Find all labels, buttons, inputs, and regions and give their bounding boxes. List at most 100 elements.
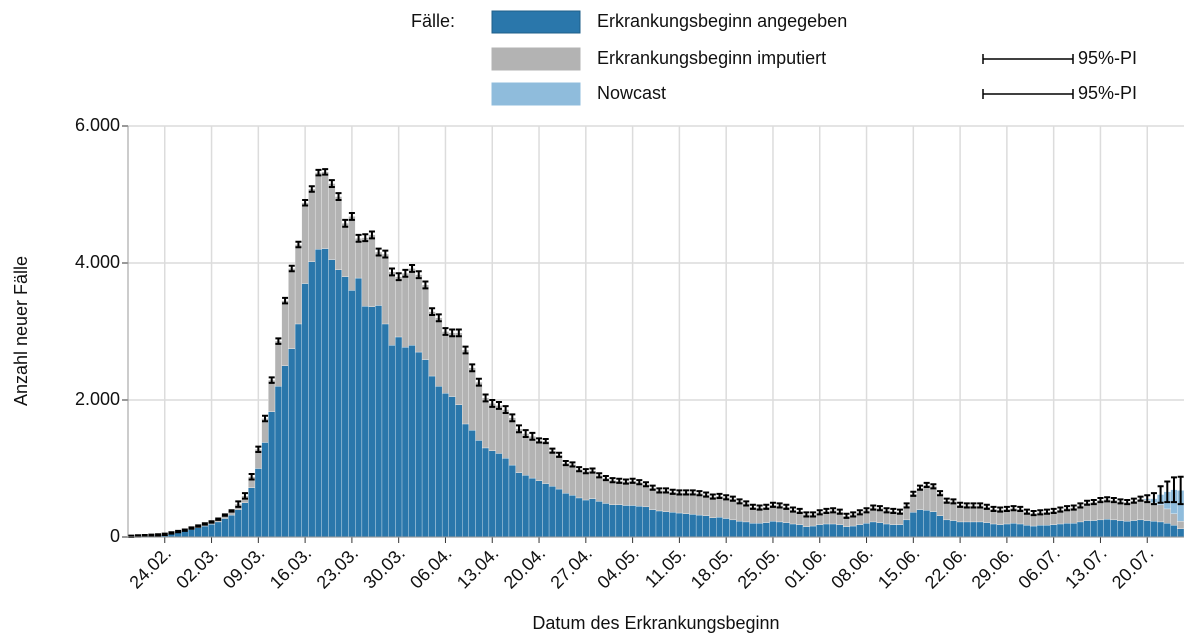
error-bar (489, 399, 496, 408)
error-bar (475, 377, 482, 387)
bar (468, 367, 476, 431)
error-bar (950, 498, 957, 505)
bar (381, 253, 389, 325)
error-bar (576, 466, 583, 473)
bar (488, 450, 496, 538)
bar (1043, 525, 1051, 538)
error-bar (1043, 508, 1050, 515)
error-bar (1050, 507, 1057, 515)
error-bar (409, 264, 416, 273)
bar (462, 349, 470, 425)
bar (976, 521, 984, 538)
error-bar (262, 414, 269, 423)
error-bar (181, 528, 188, 532)
bar (682, 492, 690, 514)
bar (455, 404, 463, 538)
error-bar (983, 503, 990, 510)
error-bar (295, 240, 302, 249)
bar (401, 273, 409, 348)
bar (1063, 523, 1071, 538)
error-bar (656, 487, 663, 494)
x-tick-label: 09.03. (219, 543, 269, 593)
error-bar (890, 507, 897, 515)
bar (649, 487, 657, 510)
bar (415, 274, 423, 353)
bar (816, 524, 824, 538)
error-bar (1130, 497, 1137, 504)
error-bar (201, 522, 208, 526)
bar (856, 524, 864, 538)
bar (301, 283, 309, 538)
bar (381, 323, 389, 538)
error-bar (536, 437, 543, 444)
bar (903, 519, 911, 538)
bar (502, 409, 510, 459)
x-axis-title: Datum des Erkrankungsbeginn (532, 613, 779, 633)
y-tick-label: 6.000 (75, 115, 120, 135)
bar (716, 516, 723, 538)
bar (1117, 520, 1124, 538)
bar (923, 510, 931, 538)
bar (829, 523, 837, 538)
x-tick-label: 24.02. (125, 543, 175, 593)
bar (542, 440, 550, 484)
bar (949, 520, 957, 538)
x-tick-label: 13.04. (453, 543, 503, 593)
bar (796, 524, 804, 538)
bar (1050, 524, 1058, 538)
bar (896, 524, 904, 538)
x-tick-label: 15.06. (874, 543, 924, 593)
bar (622, 505, 630, 538)
bar (1003, 523, 1011, 538)
bar (288, 348, 296, 538)
bar (1070, 523, 1078, 538)
error-bar (896, 508, 903, 515)
error-bar (335, 192, 342, 201)
error-bar (482, 393, 489, 403)
error-bar (462, 345, 469, 355)
x-tick-label: 29.06. (968, 543, 1018, 593)
bar (228, 514, 236, 538)
bar (869, 521, 877, 538)
error-bar (1124, 499, 1131, 506)
bar (990, 523, 998, 538)
error-bar (883, 507, 890, 514)
error-bar (1090, 499, 1097, 506)
x-tick-label: 23.03. (313, 543, 363, 593)
error-bar (776, 502, 783, 509)
bar (1023, 525, 1031, 538)
bar (462, 423, 470, 538)
legend-label: Erkrankungsbeginn angegeben (597, 11, 847, 31)
bar (495, 405, 503, 454)
error-bar (1117, 498, 1124, 505)
bar (355, 277, 363, 538)
bar (428, 311, 436, 377)
bar (181, 531, 189, 538)
bar (662, 511, 670, 538)
bar (836, 524, 844, 538)
bar (782, 522, 790, 538)
bar (669, 512, 677, 538)
error-bar (602, 475, 609, 482)
error-bar (308, 185, 315, 193)
x-tick-label: 20.04. (500, 543, 550, 593)
bar (361, 237, 369, 307)
bar (341, 223, 349, 277)
error-bar (997, 506, 1004, 513)
bar (602, 477, 610, 504)
bar (294, 323, 302, 538)
error-bar (689, 489, 696, 496)
error-bar (135, 534, 142, 538)
error-bar (957, 501, 964, 508)
error-bar (843, 512, 850, 519)
bar (883, 523, 891, 538)
bar (368, 234, 376, 307)
bar (1096, 519, 1104, 538)
bar (662, 490, 670, 512)
bar (742, 521, 750, 538)
bar (689, 492, 697, 515)
error-bar (1177, 475, 1184, 506)
bar (756, 523, 764, 538)
error-bar (1170, 476, 1177, 504)
error-bar (910, 490, 917, 497)
